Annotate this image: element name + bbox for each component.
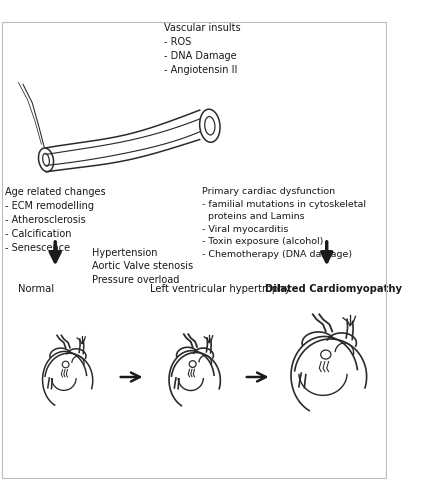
Text: Hypertension
Aortic Valve stenosis
Pressure overload: Hypertension Aortic Valve stenosis Press… [92, 248, 193, 284]
Text: Age related changes
- ECM remodelling
- Atherosclerosis
- Calcification
- Senesc: Age related changes - ECM remodelling - … [5, 188, 105, 254]
Text: Dilated Cardiomyopathy: Dilated Cardiomyopathy [265, 284, 402, 294]
Text: Normal: Normal [19, 284, 55, 294]
Text: Primary cardiac dysfunction
- familial mutations in cytoskeletal
  proteins and : Primary cardiac dysfunction - familial m… [203, 188, 366, 259]
Text: Left ventricular hypertrophy: Left ventricular hypertrophy [150, 284, 290, 294]
Text: Vascular insults
- ROS
- DNA Damage
- Angiotensin II: Vascular insults - ROS - DNA Damage - An… [164, 22, 240, 74]
